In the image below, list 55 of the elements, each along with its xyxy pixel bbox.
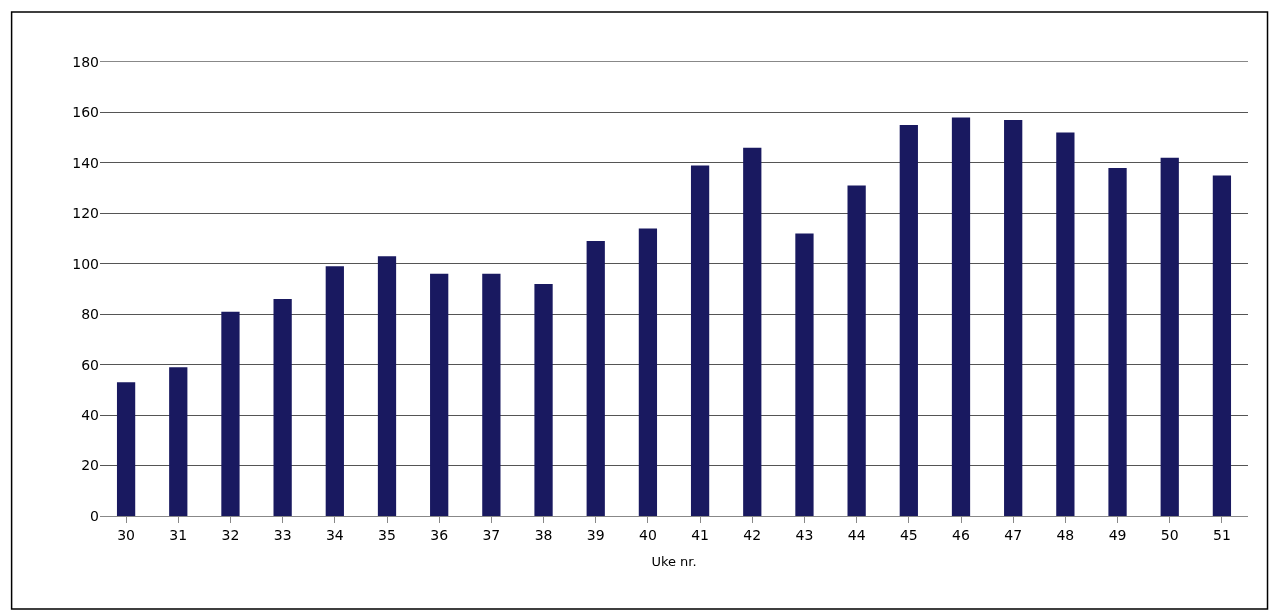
y-tick-label: 100 [72, 255, 99, 272]
x-tick-label: 46 [952, 526, 970, 543]
bar [1212, 175, 1232, 516]
x-tick-label: 49 [1108, 526, 1127, 543]
bar [899, 125, 918, 516]
bar [169, 367, 188, 516]
bar [1056, 132, 1075, 516]
y-tick-label: 20 [81, 457, 99, 474]
x-tick-label: 37 [482, 526, 501, 543]
bar [1004, 120, 1023, 516]
bar [638, 228, 658, 516]
bar [116, 382, 136, 516]
x-axis-title: Uke nr. [651, 554, 697, 570]
x-tick-label: 36 [430, 526, 449, 543]
bar [325, 266, 344, 516]
x-tick-label: 45 [899, 526, 918, 543]
y-tick-label: 160 [72, 104, 99, 121]
bar [795, 233, 814, 516]
bar [690, 165, 710, 516]
x-tick-label: 50 [1160, 526, 1179, 543]
bar [534, 283, 553, 516]
x-tick-label: 42 [743, 526, 762, 543]
bar [221, 311, 240, 516]
x-tick-label: 34 [325, 526, 344, 543]
bar [273, 299, 292, 516]
y-tick-label: 180 [72, 53, 99, 70]
bar [847, 185, 866, 516]
x-tick-label: 38 [534, 526, 553, 543]
bar [1108, 167, 1127, 516]
y-tick-label: 0 [90, 507, 99, 524]
x-tick-label: 41 [691, 526, 709, 543]
bar [743, 147, 762, 516]
y-tick-label: 120 [72, 205, 99, 222]
bar [1160, 157, 1179, 516]
bar [482, 273, 501, 516]
x-tick-label: 47 [1004, 526, 1023, 543]
bar [586, 241, 605, 516]
x-tick-label: 33 [273, 526, 292, 543]
x-tick-label: 30 [117, 526, 135, 543]
x-tick-label: 48 [1056, 526, 1075, 543]
y-tick-label: 60 [81, 356, 99, 373]
bar [951, 117, 971, 516]
x-tick-label: 43 [795, 526, 814, 543]
x-tick-label: 39 [586, 526, 605, 543]
y-tick-label: 140 [72, 154, 99, 171]
bar [377, 256, 397, 516]
y-tick-label: 40 [81, 407, 99, 424]
bar [430, 273, 449, 516]
x-tick-label: 51 [1213, 526, 1231, 543]
x-tick-label: 31 [169, 526, 188, 543]
x-tick-label: 35 [378, 526, 396, 543]
x-tick-label: 40 [639, 526, 657, 543]
y-tick-label: 80 [81, 306, 99, 323]
x-tick-label: 44 [847, 526, 866, 543]
x-tick-label: 32 [221, 526, 240, 543]
